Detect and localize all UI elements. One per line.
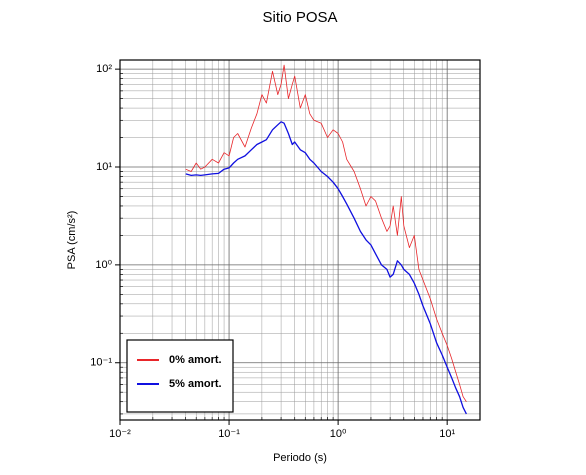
series-line bbox=[185, 64, 467, 402]
chart-title: Sitio POSA bbox=[262, 9, 337, 26]
y-tick-label: 10⁻¹ bbox=[90, 357, 112, 369]
legend-box bbox=[126, 339, 234, 413]
y-tick-label: 10² bbox=[96, 63, 112, 75]
y-tick-label: 10¹ bbox=[96, 161, 112, 173]
x-axis-label: Periodo (s) bbox=[273, 452, 327, 464]
x-tick-label: 10⁰ bbox=[330, 428, 347, 440]
legend-label: 5% amort. bbox=[169, 378, 222, 390]
legend: 0% amort. 5% amort. bbox=[126, 339, 234, 413]
x-tick-label: 10⁻¹ bbox=[218, 428, 240, 440]
y-axis-label: PSA (cm/s²) bbox=[66, 211, 78, 270]
legend-label: 0% amort. bbox=[169, 354, 222, 366]
x-tick-label: 10⁻² bbox=[109, 428, 131, 440]
x-tick-label: 10¹ bbox=[439, 428, 455, 440]
plot-frame bbox=[119, 59, 481, 421]
series-line bbox=[185, 121, 467, 415]
y-tick-label: 10⁰ bbox=[95, 259, 112, 271]
